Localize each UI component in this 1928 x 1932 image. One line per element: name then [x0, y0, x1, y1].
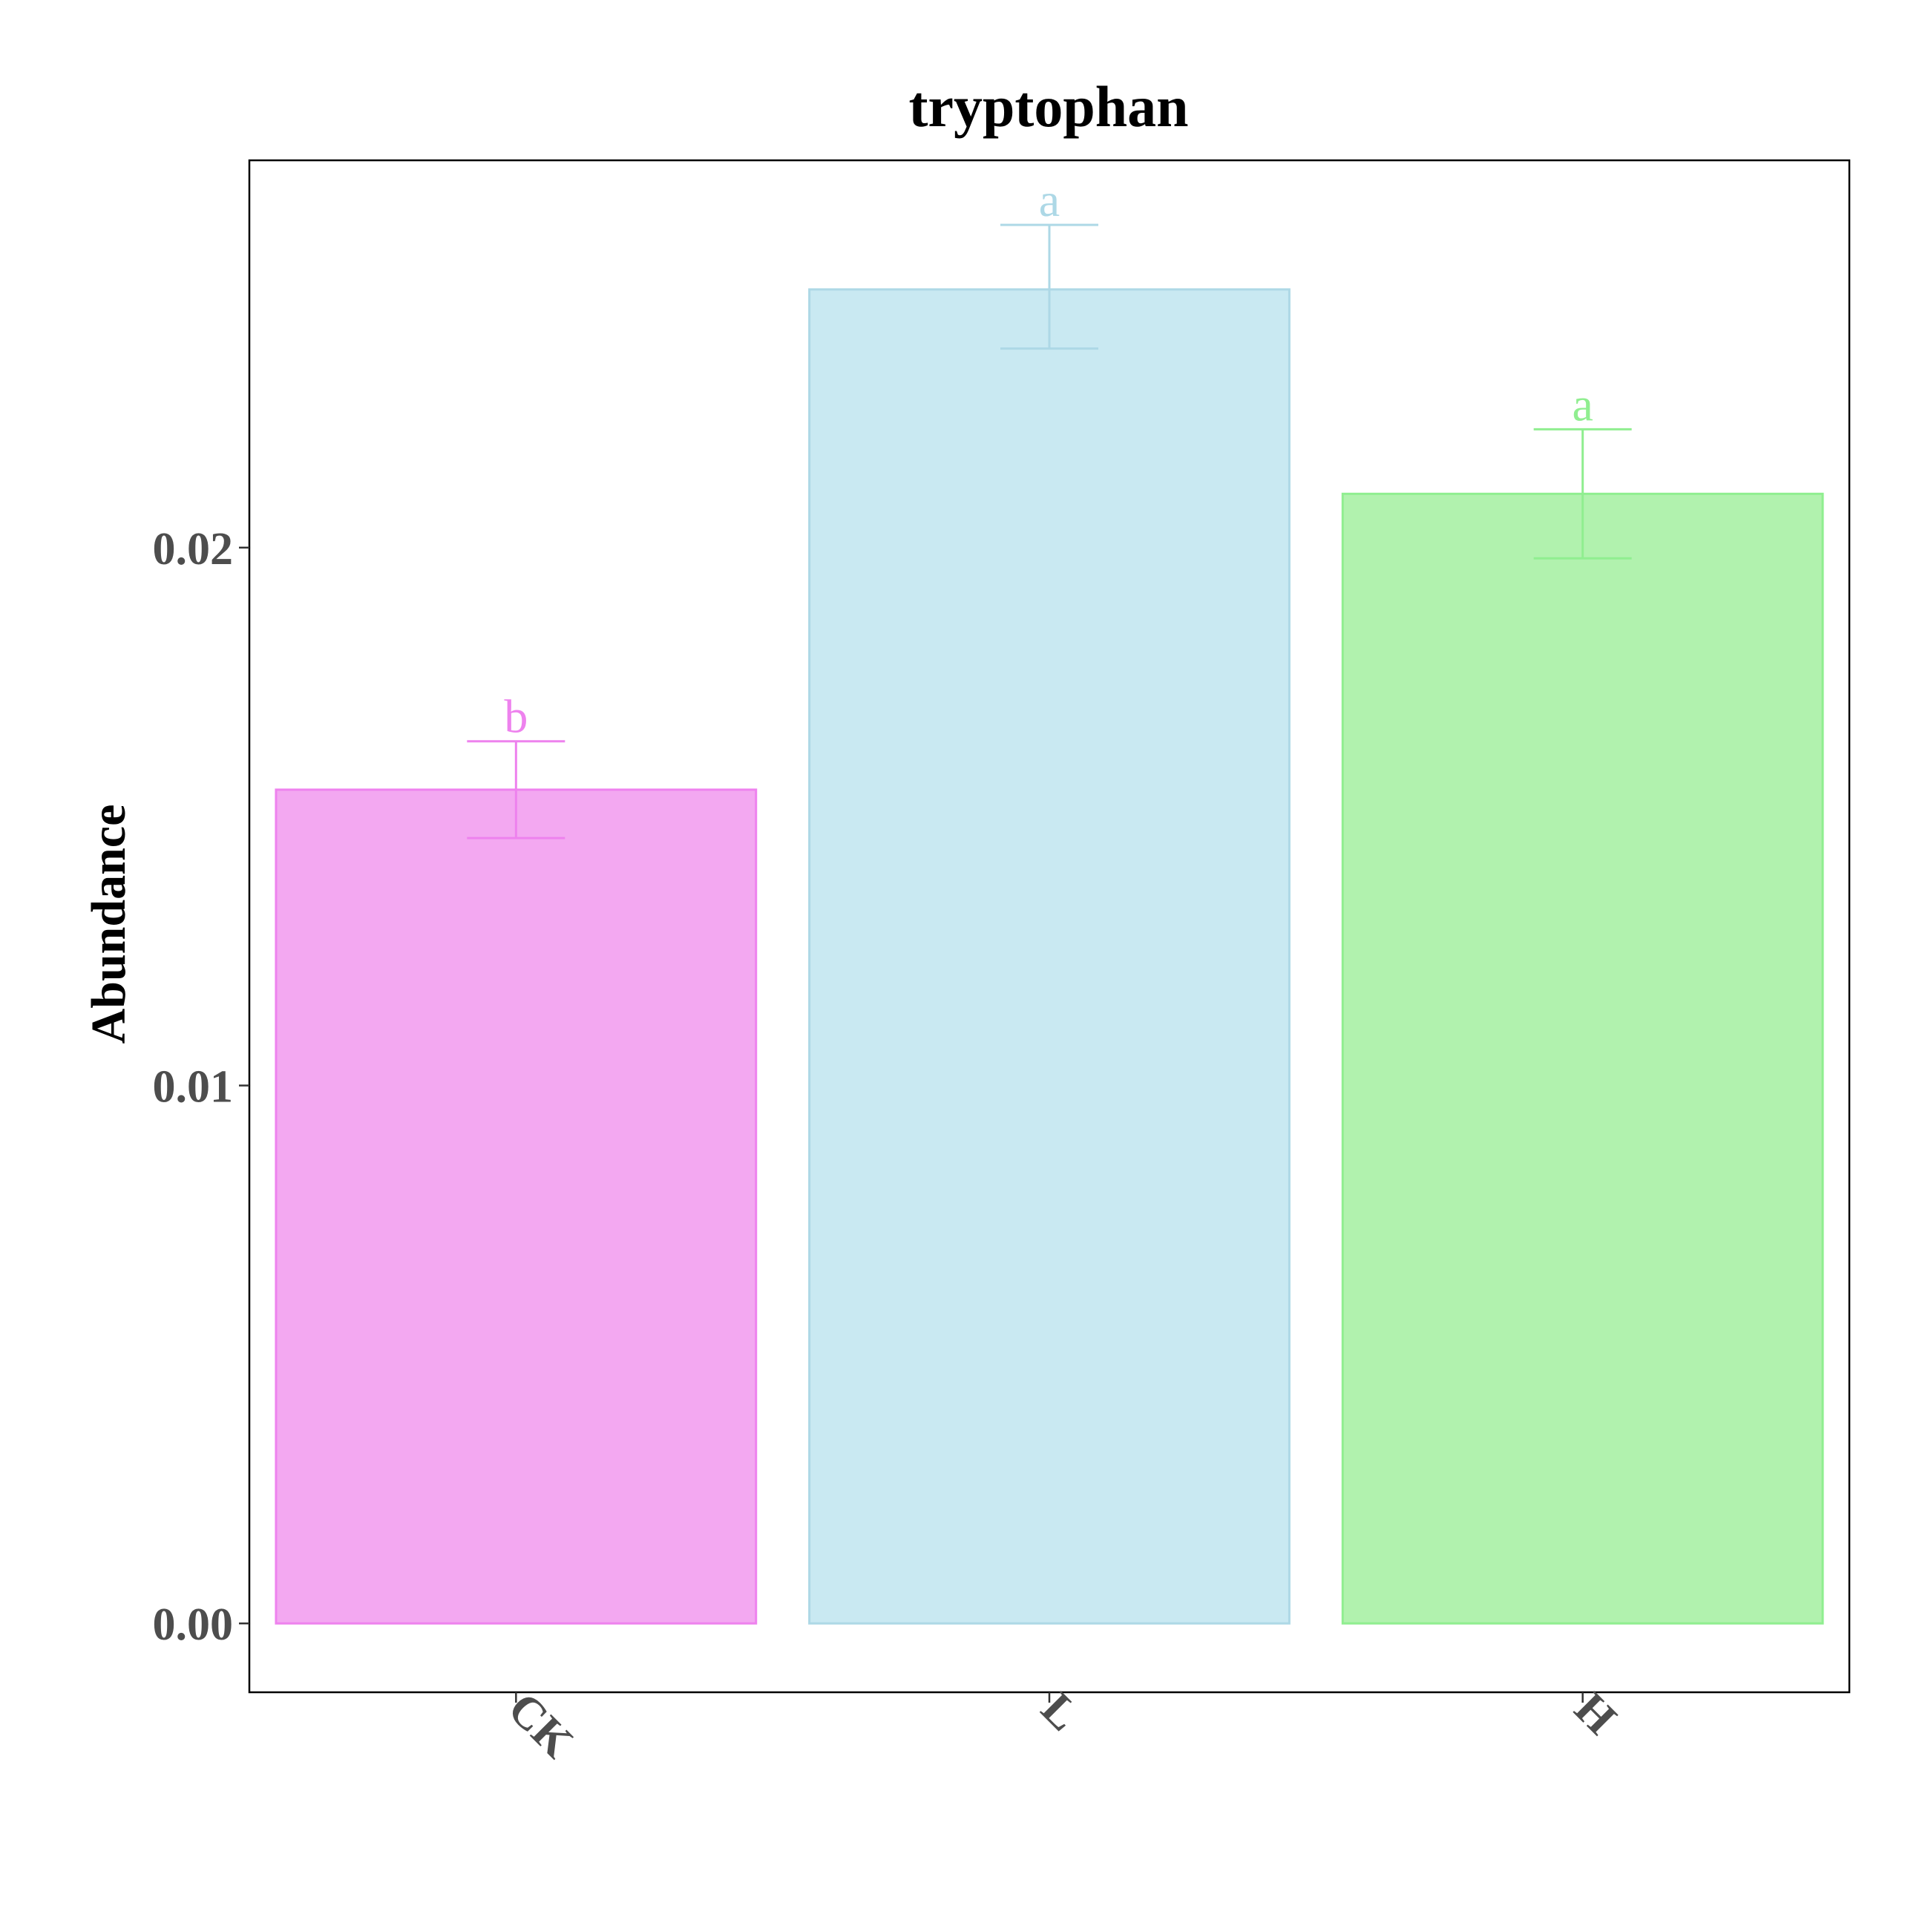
x-tick-label: CK: [498, 1683, 583, 1768]
y-tick-label: 0.02: [153, 524, 234, 574]
significance-label: a: [1039, 174, 1060, 226]
bar-l: [808, 288, 1291, 1625]
bar-ck: [275, 788, 758, 1625]
y-tick-label: 0.01: [153, 1062, 234, 1113]
significance-label: a: [1572, 378, 1593, 430]
significance-label: b: [504, 690, 528, 743]
y-tick-label: 0.00: [153, 1599, 234, 1650]
y-axis-label: Abundance: [82, 805, 136, 1044]
bar-h: [1341, 492, 1824, 1625]
chart-title: tryptophan: [908, 74, 1188, 139]
